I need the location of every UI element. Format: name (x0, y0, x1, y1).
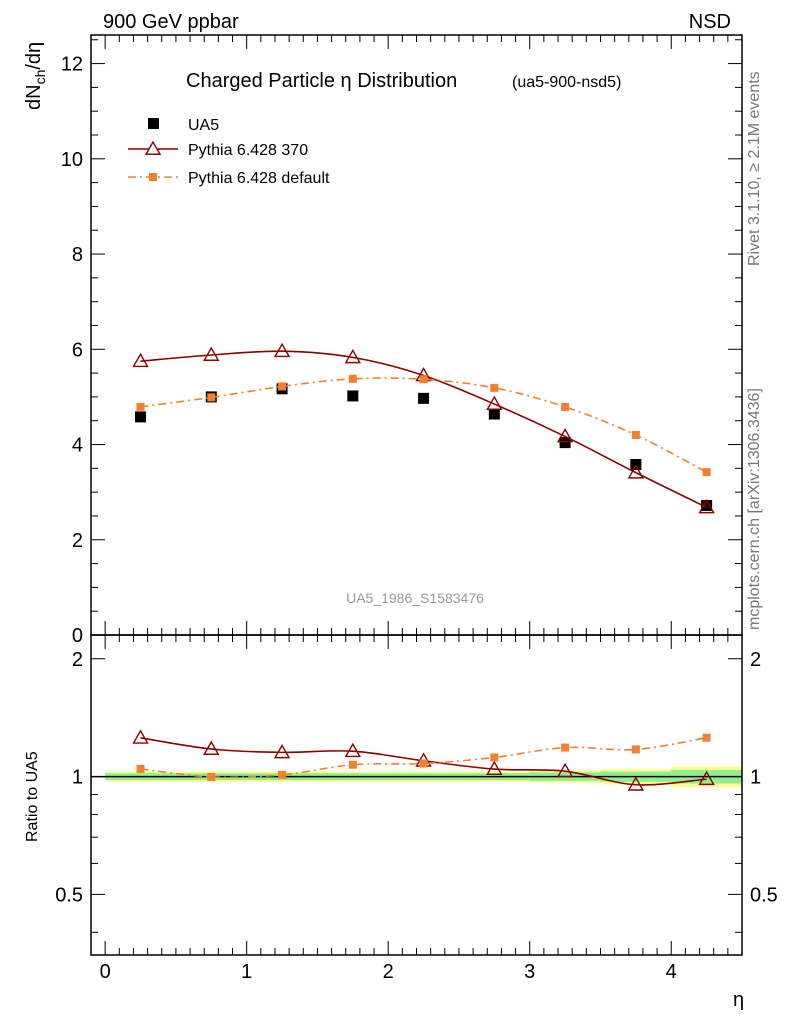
pythia-6-428-370-main-marker (344, 348, 362, 364)
ua5-data-point (701, 499, 713, 511)
y-axis-label: dNch/dη (23, 42, 48, 110)
mcplots-label: mcplots.cern.ch [arXiv:1306.3436] (746, 388, 763, 630)
pythia-6-428-default-main-marker (278, 382, 287, 391)
pythia-6-428-default-ratio-marker (348, 760, 357, 769)
ratio-tick-label-right: 1 (750, 767, 761, 789)
legend-marker-ua5 (148, 118, 159, 129)
pythia-6-428-370-ratio-marker (556, 762, 574, 778)
pythia-6-428-default-main-line (140, 377, 707, 473)
ratio-tick-label: 1 (72, 767, 83, 789)
pythia-6-428-default-ratio-line (140, 736, 707, 779)
ua5-data-point (347, 390, 359, 402)
pythia-6-428-370-main-marker (627, 464, 645, 479)
pythia-6-428-370-main-marker (203, 346, 220, 361)
pythia-6-428-370-ratio-marker (486, 760, 503, 776)
ua5-data-point (135, 411, 147, 423)
y-tick-label: 0 (72, 625, 83, 647)
legend-label: Pythia 6.428 default (188, 170, 330, 187)
y-tick-label: 10 (61, 149, 83, 171)
ratio-y-axis-label: Ratio to UA5 (24, 751, 41, 842)
rivet-label: Rivet 3.1.10, ≥ 2.1M events (746, 71, 763, 266)
y-tick-label: 2 (72, 530, 83, 552)
header-right: NSD (689, 11, 731, 33)
x-axis-label: η (733, 989, 744, 1011)
x-tick-label: 0 (100, 961, 111, 983)
pythia-6-428-default-ratio-marker (561, 743, 570, 752)
x-tick-label: 4 (666, 961, 677, 983)
pythia-6-428-default-ratio-marker (207, 772, 216, 781)
pythia-6-428-370-main-marker (486, 395, 503, 410)
pythia-6-428-default-main-marker (136, 402, 145, 411)
pythia-6-428-default-ratio-marker (490, 753, 499, 762)
ua5-data-point (418, 392, 430, 404)
y-tick-label: 8 (72, 244, 83, 266)
x-tick-label: 2 (383, 961, 394, 983)
legend-marker-triangle (144, 140, 162, 155)
pythia-6-428-370-main-marker (556, 428, 574, 443)
legend-marker-square (149, 173, 157, 181)
legend: UA5 Pythia 6.428 370 Pythia 6.428 default (128, 117, 330, 187)
ua5-data-point (559, 437, 571, 449)
pythia-6-428-default-main-marker (207, 393, 216, 402)
pythia-6-428-370-ratio-marker (627, 776, 645, 791)
legend-label: UA5 (188, 117, 219, 134)
ratio-tick-label: 0.5 (55, 884, 83, 906)
x-tick-label: 3 (524, 961, 535, 983)
pythia-6-428-default-main-marker (702, 468, 711, 477)
ratio-tick-label-right: 2 (750, 649, 761, 671)
pythia-6-428-370-ratio-marker (698, 770, 715, 786)
pythia-6-428-370-main-marker (273, 342, 291, 358)
pythia-6-428-default-ratio-marker (136, 764, 145, 773)
pythia-6-428-default-main-marker (490, 383, 499, 392)
pythia-6-428-370-ratio-marker (132, 729, 149, 744)
header-left: 900 GeV ppbar (103, 11, 239, 33)
pythia-6-428-default-ratio-marker (702, 733, 711, 742)
ratio-panel-frame (90, 634, 743, 956)
pythia-6-428-default-main-marker (631, 431, 640, 439)
y-tick-label: 4 (72, 435, 83, 457)
uncertainty-bands (91, 766, 742, 788)
pythia-6-428-default-main-marker (419, 375, 428, 384)
pythia-6-428-370-ratio-marker (273, 743, 291, 759)
chart-subtitle: (ua5-900-nsd5) (512, 74, 621, 91)
x-tick-label: 1 (241, 961, 252, 983)
pythia-6-428-370-main-marker (132, 352, 149, 368)
pythia-6-428-370-ratio-marker (344, 742, 362, 758)
pythia-6-428-default-ratio-marker (278, 770, 287, 779)
pythia-6-428-default-ratio-marker (419, 759, 428, 768)
ua5-data-point (488, 408, 500, 420)
y-tick-label: 6 (72, 339, 83, 361)
data-series (132, 342, 715, 791)
ratio-tick-label: 2 (72, 649, 83, 671)
pythia-6-428-default-main-marker (348, 374, 357, 383)
chart-title: Charged Particle η Distribution (186, 70, 457, 92)
pythia-6-428-default-main-marker (561, 402, 570, 411)
pythia-6-428-370-ratio-marker (203, 740, 220, 755)
legend-label: Pythia 6.428 370 (188, 142, 308, 159)
ratio-tick-label-right: 0.5 (750, 884, 778, 906)
analysis-id: UA5_1986_S1583476 (346, 590, 484, 606)
pythia-6-428-370-main-marker (698, 498, 715, 514)
y-tick-label: 12 (61, 54, 83, 76)
pythia-6-428-default-ratio-marker (631, 745, 640, 754)
